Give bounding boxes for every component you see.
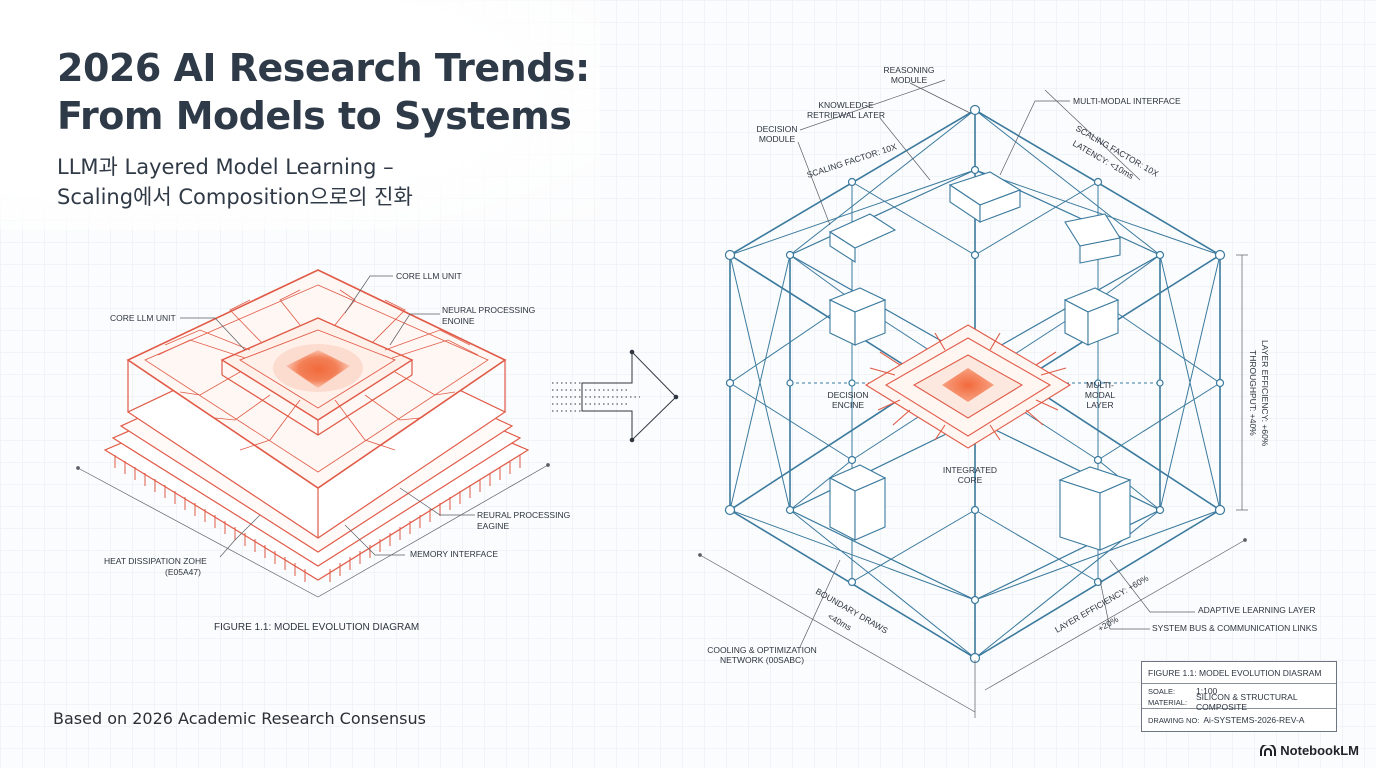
chip-leader-lines bbox=[180, 275, 475, 558]
chip-layers bbox=[103, 269, 530, 581]
title-block-drawing-value: Ai-SYSTEMS-2026-REV-A bbox=[1203, 715, 1305, 725]
core-llm-glow bbox=[286, 350, 350, 388]
title-block-material-value: SILICON & STRUCTURAL COMPOSITE bbox=[1196, 692, 1298, 712]
subtitle-line-2: Scaling에서 Composition으로의 진화 bbox=[57, 185, 413, 209]
label-multimodal-layer-3: LAYER bbox=[1086, 400, 1113, 410]
footer-note: Based on 2026 Academic Research Consensu… bbox=[53, 709, 426, 728]
title-backdrop bbox=[0, 0, 600, 230]
title-block-title-text: FIGURE 1.1: MODEL EVOLUTION DIASRAM bbox=[1148, 667, 1322, 678]
subtitle-line-1: LLM과 Layered Model Learning – bbox=[57, 155, 394, 179]
label-reasoning-module-2: MODULE bbox=[891, 75, 928, 85]
label-cooling-1: COOLING & OPTIMIZATION bbox=[707, 645, 816, 655]
label-heat-dissipation-1: HEAT DISSIPATION ZOHE bbox=[104, 556, 207, 566]
notebooklm-logo-icon bbox=[1260, 744, 1277, 756]
brand-badge: NotebookLM bbox=[1260, 743, 1359, 758]
label-throughput: THROUGHPUT: +40% bbox=[1248, 350, 1258, 436]
label-decision-engine-1: DECISION bbox=[827, 390, 868, 400]
chip-caption: FIGURE 1.1: MODEL EVOLUTION DIAGRAM bbox=[214, 622, 419, 633]
label-core-llm-unit-top: CORE LLM UNIT bbox=[396, 271, 462, 281]
title-block: FIGURE 1.1: MODEL EVOLUTION DIASRAM SOAL… bbox=[1141, 661, 1337, 732]
label-knowledge-retrieval-1: KNOWLEDGE bbox=[818, 100, 874, 110]
label-neural-processing-bottom-1: REURAL PROCESSING bbox=[477, 510, 570, 520]
title-block-drawing-key: DRAWING NO: bbox=[1148, 715, 1200, 725]
label-memory-interface: MEMORY INTERFACE bbox=[410, 549, 498, 559]
title-block-drawing-row: DRAWING NO: Ai-SYSTEMS-2026-REV-A bbox=[1142, 709, 1336, 731]
page-title: 2026 AI Research Trends: From Models to … bbox=[57, 44, 617, 140]
title-block-material-row: MATERIAL: SILICON & STRUCTURAL COMPOSITE bbox=[1142, 692, 1336, 712]
evolution-arrow bbox=[552, 349, 679, 443]
integrated-core-glow bbox=[942, 368, 994, 402]
core-llm-halo bbox=[273, 344, 363, 392]
label-multimodal-layer-2: MODAL bbox=[1085, 390, 1116, 400]
label-neural-processing-bottom-2: EAGINE bbox=[477, 521, 509, 531]
label-adaptive-learning: ADAPTIVE LEARNING LAYER bbox=[1198, 605, 1315, 615]
label-decision-engine-2: ENCINE bbox=[832, 400, 864, 410]
label-neural-processing-top-2: ENOINE bbox=[442, 316, 475, 326]
label-decision-module-1: DECISION bbox=[756, 124, 797, 134]
label-scaling-factor-left: SCALING FACTOR: 10X bbox=[806, 141, 899, 180]
label-cooling-2: NETWORK (00SABC) bbox=[720, 655, 804, 665]
title-block-scale-key: SOALE: bbox=[1148, 686, 1176, 696]
chip-pins bbox=[114, 455, 521, 582]
label-multimodal-layer-1: MULTI- bbox=[1086, 380, 1114, 390]
system-leader-lines bbox=[797, 82, 1195, 648]
label-decision-module-2: MODULE bbox=[759, 134, 796, 144]
title-block-title: FIGURE 1.1: MODEL EVOLUTION DIASRAM bbox=[1142, 662, 1336, 684]
chip-diagram: CORE LLM UNIT CORE LLM UNIT NEURAL PROCE… bbox=[76, 269, 570, 633]
title-line-2: From Models to Systems bbox=[57, 94, 572, 138]
label-multimodal-interface: MULTI-MODAL INTERFACE bbox=[1073, 96, 1181, 106]
title-block-scale-value: 1:100 bbox=[1196, 686, 1218, 696]
title-line-1: 2026 AI Research Trends: bbox=[57, 46, 590, 90]
system-dimension-lines bbox=[698, 79, 1248, 718]
page-subtitle: LLM과 Layered Model Learning – Scaling에서 … bbox=[57, 152, 517, 212]
system-diagram: REASONING MODULE KNOWLEDGE RETRIEWAL LAT… bbox=[698, 65, 1317, 718]
system-modules bbox=[828, 171, 1132, 551]
label-system-bus: SYSTEM BUS & COMMUNICATION LINKS bbox=[1152, 623, 1317, 633]
label-core-llm-unit-left: CORE LLM UNIT bbox=[110, 313, 176, 323]
brand-name: NotebookLM bbox=[1280, 743, 1359, 758]
label-integrated-core-1: INTEGRATED bbox=[943, 465, 997, 475]
title-block-scale-row: SOALE: 1:100 bbox=[1142, 684, 1336, 696]
label-neural-processing-top-1: NEURAL PROCESSING bbox=[442, 305, 535, 315]
label-bottom-dim-3: +20% bbox=[1096, 614, 1120, 634]
title-block-material-key: MATERIAL: bbox=[1148, 697, 1188, 707]
chip-traces bbox=[157, 289, 479, 451]
label-integrated-core-2: CORE bbox=[958, 475, 983, 485]
label-bottom-dim-1: BOUNDARY DRAWS bbox=[814, 586, 890, 636]
label-layer-efficiency-right: LAYER EFFICIENCY: +60% bbox=[1260, 340, 1270, 447]
label-knowledge-retrieval-2: RETRIEWAL LATER bbox=[807, 110, 885, 120]
label-heat-dissipation-2: (E05A47) bbox=[165, 567, 201, 577]
label-reasoning-module-1: REASONING bbox=[883, 65, 934, 75]
chip-dimension-lines bbox=[76, 463, 550, 598]
